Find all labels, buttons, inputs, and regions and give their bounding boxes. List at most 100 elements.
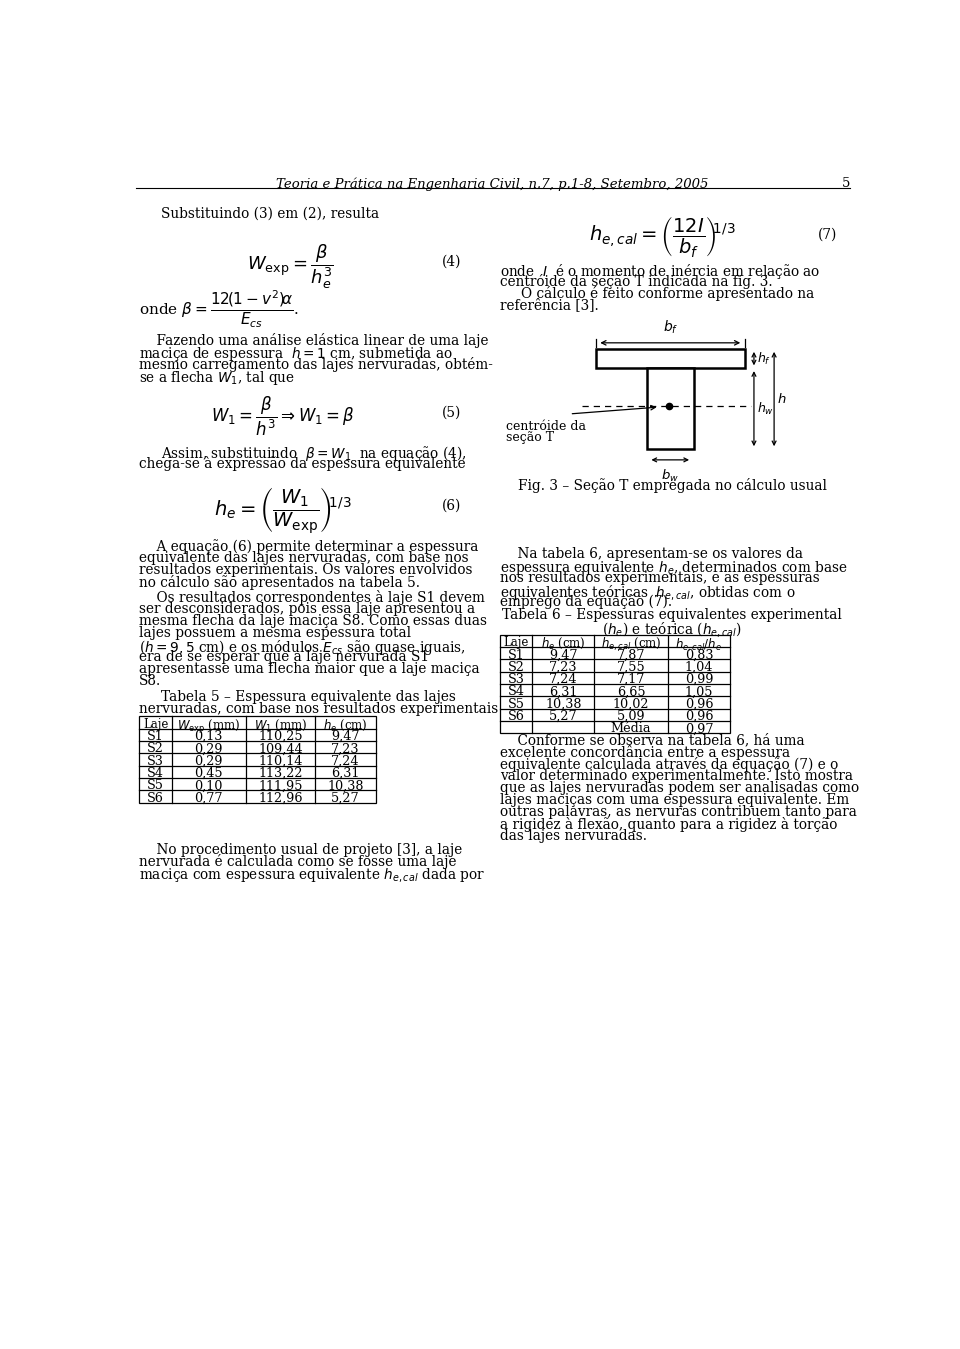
Text: $h_{e,cal} = \left(\dfrac{12I}{b_f}\right)^{\!\!1/3}$: $h_{e,cal} = \left(\dfrac{12I}{b_f}\righ… (589, 214, 736, 259)
Text: 111,95: 111,95 (258, 780, 302, 792)
Text: excelente concordância entre a espessura: excelente concordância entre a espessura (500, 745, 790, 759)
Text: 7,55: 7,55 (616, 661, 645, 674)
Text: S6: S6 (508, 710, 524, 723)
Text: 0,13: 0,13 (195, 730, 223, 743)
Text: nervurada é calculada como se fosse uma laje: nervurada é calculada como se fosse uma … (139, 854, 457, 870)
Text: $W_1$ (mm): $W_1$ (mm) (253, 718, 307, 733)
Text: 110,25: 110,25 (258, 730, 302, 743)
Text: maciça de espessura  $h = 1$ cm, submetida ao: maciça de espessura $h = 1$ cm, submetid… (139, 345, 453, 363)
Text: onde $\beta = \dfrac{12\!\left(1 - v^2\right)\!\alpha}{E_{cs}}$.: onde $\beta = \dfrac{12\!\left(1 - v^2\r… (139, 289, 300, 331)
Text: $h$: $h$ (778, 393, 786, 406)
Text: Substituindo (3) em (2), resulta: Substituindo (3) em (2), resulta (161, 206, 379, 220)
Text: $h_e = \left(\dfrac{W_1}{W_{\mathrm{exp}}}\right)^{\!\!1/3}$: $h_e = \left(\dfrac{W_1}{W_{\mathrm{exp}… (214, 486, 351, 536)
Text: equivalentes teóricas  $h_{e,cal}$, obtidas com o: equivalentes teóricas $h_{e,cal}$, obtid… (500, 583, 795, 602)
Text: $b_w$: $b_w$ (661, 468, 680, 484)
Bar (500, 634, 730, 734)
Bar (596, 349, 745, 368)
Text: 5,27: 5,27 (549, 710, 578, 723)
Text: Tabela 5 – Espessura equivalente das lajes: Tabela 5 – Espessura equivalente das laj… (161, 691, 456, 704)
Text: se a flecha $W_1$, tal que: se a flecha $W_1$, tal que (139, 368, 296, 387)
Text: espessura equivalente $h_e$, determinados com base: espessura equivalente $h_e$, determinado… (500, 558, 847, 577)
Text: emprego da equação (7).: emprego da equação (7). (500, 595, 672, 610)
Text: 7,23: 7,23 (331, 742, 360, 755)
Text: 10,38: 10,38 (327, 780, 364, 792)
Text: 0,99: 0,99 (684, 673, 713, 687)
Text: equivalente das lajes nervuradas, com base nos: equivalente das lajes nervuradas, com ba… (139, 552, 469, 565)
Text: 5,09: 5,09 (616, 710, 645, 723)
Text: que as lajes nervuradas podem ser analisadas como: que as lajes nervuradas podem ser analis… (500, 781, 859, 795)
Text: era de se esperar que a laje nervurada S1: era de se esperar que a laje nervurada S… (139, 650, 429, 664)
Bar (647, 368, 693, 449)
Text: nos resultados experimentais, e as espessuras: nos resultados experimentais, e as espes… (500, 571, 820, 584)
Text: 6,65: 6,65 (616, 685, 645, 699)
Text: Na tabela 6, apresentam-se os valores da: Na tabela 6, apresentam-se os valores da (500, 546, 803, 561)
Text: $b_f$: $b_f$ (662, 318, 678, 336)
Text: ($h = 9,5$ cm) e os módulos $E_{cs}$ são quase iguais,: ($h = 9,5$ cm) e os módulos $E_{cs}$ são… (139, 638, 466, 657)
Text: seção T: seção T (506, 430, 554, 444)
Text: 5: 5 (842, 177, 850, 190)
Text: 10,38: 10,38 (545, 697, 582, 711)
Text: 6,31: 6,31 (549, 685, 578, 699)
Text: 5,27: 5,27 (331, 792, 360, 805)
Text: mesma flecha da laje maciça S8. Como essas duas: mesma flecha da laje maciça S8. Como ess… (139, 614, 488, 627)
Text: $h_f$: $h_f$ (757, 351, 771, 367)
Text: a rigidez à flexão, quanto para a rigidez à torção: a rigidez à flexão, quanto para a rigide… (500, 816, 837, 832)
Text: 112,96: 112,96 (258, 792, 302, 805)
Text: resultados experimentais. Os valores envolvidos: resultados experimentais. Os valores env… (139, 563, 473, 577)
Text: (5): (5) (442, 406, 461, 420)
Text: 113,22: 113,22 (258, 768, 302, 780)
Text: das lajes nervuradas.: das lajes nervuradas. (500, 828, 647, 843)
Text: 110,14: 110,14 (258, 755, 302, 768)
Text: 7,24: 7,24 (549, 673, 578, 687)
Text: $h_w$: $h_w$ (757, 401, 774, 417)
Text: no cálculo são apresentados na tabela 5.: no cálculo são apresentados na tabela 5. (139, 575, 420, 590)
Text: Fig. 3 – Seção T empregada no cálculo usual: Fig. 3 – Seção T empregada no cálculo us… (517, 479, 827, 494)
Text: 0,96: 0,96 (684, 697, 713, 711)
Text: S2: S2 (508, 661, 524, 674)
Text: $W_1 = \dfrac{\beta}{h^3} \Rightarrow W_1 = \beta$: $W_1 = \dfrac{\beta}{h^3} \Rightarrow W_… (211, 394, 354, 437)
Text: 0,45: 0,45 (195, 768, 223, 780)
Text: S5: S5 (508, 697, 524, 711)
Text: 0,97: 0,97 (684, 723, 713, 735)
Text: 9,47: 9,47 (331, 730, 360, 743)
Text: outras palavras, as nervuras contribuem tanto para: outras palavras, as nervuras contribuem … (500, 805, 856, 819)
Text: Os resultados correspondentes à laje S1 devem: Os resultados correspondentes à laje S1 … (139, 590, 485, 604)
Bar (139, 716, 375, 803)
Text: maciça com espessura equivalente $h_{e,cal}$ dada por: maciça com espessura equivalente $h_{e,c… (139, 866, 485, 885)
Text: S5: S5 (147, 780, 164, 792)
Text: Laje: Laje (143, 718, 168, 731)
Text: mesmo carregamento das lajes nervuradas, obtém-: mesmo carregamento das lajes nervuradas,… (139, 356, 493, 372)
Text: 0,10: 0,10 (195, 780, 223, 792)
Text: S1: S1 (147, 730, 164, 743)
Text: A equação (6) permite determinar a espessura: A equação (6) permite determinar a espes… (139, 540, 479, 554)
Text: 109,44: 109,44 (258, 742, 302, 755)
Text: Assim, substituindo  $\beta = W_1$  na equação (4),: Assim, substituindo $\beta = W_1$ na equ… (161, 444, 467, 463)
Text: Tabela 6 – Espessuras equivalentes experimental: Tabela 6 – Espessuras equivalentes exper… (502, 608, 842, 622)
Text: 7,87: 7,87 (617, 649, 645, 661)
Text: 0,29: 0,29 (195, 755, 223, 768)
Text: lajes possuem a mesma espessura total: lajes possuem a mesma espessura total (139, 626, 412, 639)
Text: 0,29: 0,29 (195, 742, 223, 755)
Text: 7,23: 7,23 (549, 661, 578, 674)
Text: lajes maciças com uma espessura equivalente. Em: lajes maciças com uma espessura equivale… (500, 793, 849, 807)
Text: S4: S4 (508, 685, 524, 699)
Text: 1,05: 1,05 (684, 685, 713, 699)
Text: S3: S3 (508, 673, 524, 687)
Text: Fazendo uma análise elástica linear de uma laje: Fazendo uma análise elástica linear de u… (139, 333, 489, 348)
Text: S1: S1 (508, 649, 524, 661)
Text: $W_{\mathrm{exp}}$ (mm): $W_{\mathrm{exp}}$ (mm) (177, 718, 240, 735)
Text: centróide da: centróide da (506, 420, 586, 433)
Text: O cálculo é feito conforme apresentado na: O cálculo é feito conforme apresentado n… (521, 286, 815, 301)
Text: 6,31: 6,31 (331, 768, 360, 780)
Text: S2: S2 (147, 742, 164, 755)
Text: S3: S3 (147, 755, 164, 768)
Text: 0,96: 0,96 (684, 710, 713, 723)
Text: $h_{e,cal}$ (cm): $h_{e,cal}$ (cm) (601, 637, 661, 653)
Text: ser desconsiderados, pois essa laje apresentou a: ser desconsiderados, pois essa laje apre… (139, 602, 475, 616)
Text: S4: S4 (147, 768, 164, 780)
Text: 7,17: 7,17 (617, 673, 645, 687)
Text: ($h_e$) e teórica ($h_{e,cal}$): ($h_e$) e teórica ($h_{e,cal}$) (602, 621, 742, 639)
Text: 0,77: 0,77 (195, 792, 223, 805)
Text: S6: S6 (147, 792, 164, 805)
Text: 9,47: 9,47 (549, 649, 578, 661)
